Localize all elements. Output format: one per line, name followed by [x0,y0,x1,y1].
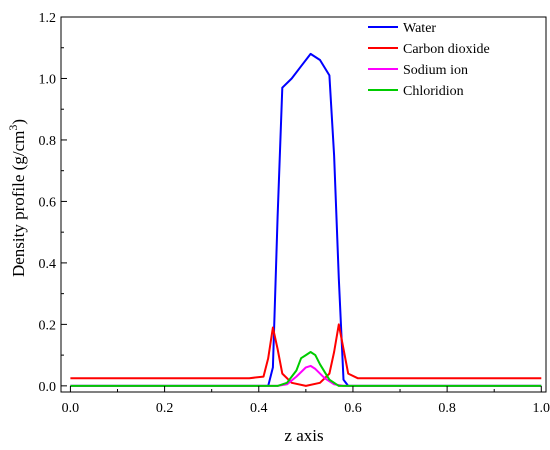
x-tick-label: 0.4 [250,401,268,416]
x-axis-title: z axis [284,426,323,445]
series-line-sodium-ion [70,364,542,387]
series-line-chloridion [70,351,542,387]
y-tick-label: 0.4 [39,257,57,272]
y-axis-title-superscript: 3 [6,125,20,131]
y-tick-label: 0.6 [39,195,57,210]
plot-frame [60,16,547,393]
y-tick-label: 1.0 [39,72,57,87]
y-tick-label: 1.2 [39,11,57,26]
x-axis-ticks: 0.0 0.2 0.4 0.6 0.8 1.0 [62,386,550,416]
x-tick-label: 0.6 [344,401,362,416]
y-axis-ticks: 0.0 0.2 0.4 0.6 0.8 1.0 1.2 [39,11,67,395]
x-tick-label: 0.2 [156,401,174,416]
y-tick-label: 0.2 [39,318,57,333]
y-axis-title-main: Density profile (g/cm [9,131,28,277]
plot-area [70,52,542,387]
legend-label: Water [403,21,436,36]
y-axis-title-close: ) [9,119,28,125]
legend-label: Chloridion [403,84,464,99]
x-tick-label: 1.0 [533,401,550,416]
legend-label: Sodium ion [403,63,468,78]
y-axis-title: Density profile (g/cm3) [6,119,28,277]
y-tick-label: 0.0 [39,380,57,395]
y-tick-label: 0.8 [39,134,57,149]
x-tick-label: 0.0 [62,401,80,416]
series-line-water [70,52,542,387]
series-line-carbon-dioxide [70,323,542,387]
x-tick-label: 0.8 [438,401,456,416]
legend-label: Carbon dioxide [403,42,490,57]
legend: Water Carbon dioxide Sodium ion Chloridion [368,21,490,99]
